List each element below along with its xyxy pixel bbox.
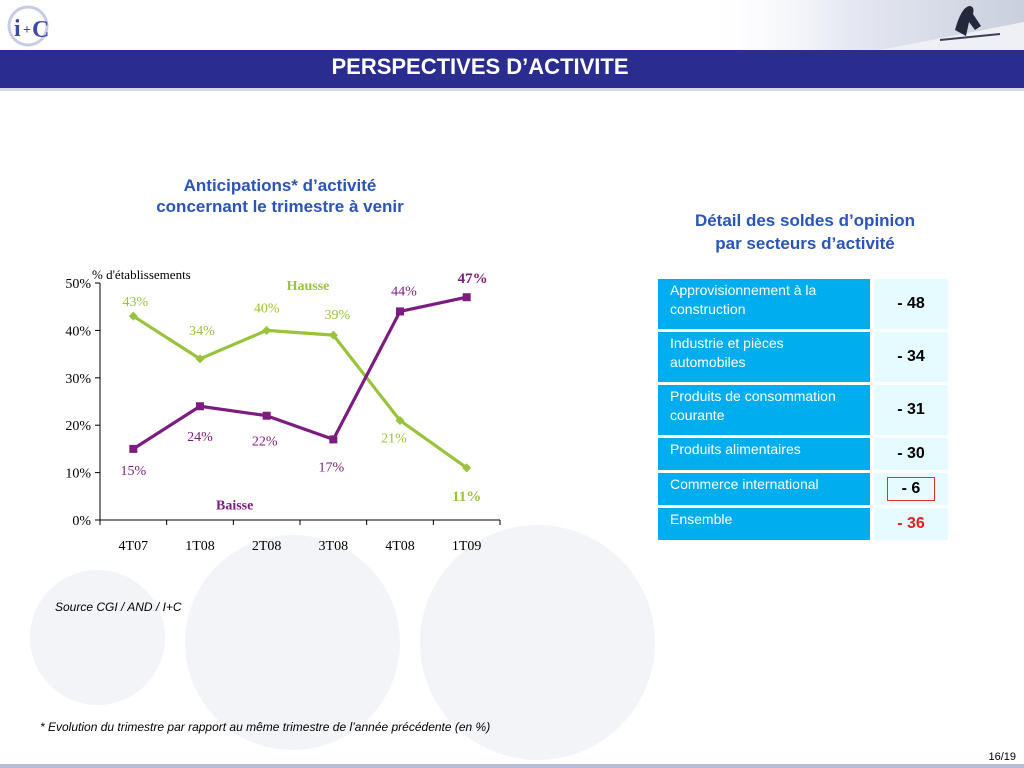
background-circle [420,525,655,760]
sector-balance-table: Approvisionnement à la construction - 48… [658,276,948,543]
data-label: 40% [254,301,280,316]
sector-label: Produits de consommation courante [658,385,874,435]
data-label: 11% [452,489,481,505]
logo-icon: i + C [7,5,49,47]
chart-title-line-2: concernant le trimestre à venir [156,197,404,216]
sector-value: - 36 [874,508,948,540]
sector-value-text: - 6 [886,477,936,501]
data-point [328,330,338,340]
sector-value-text: - 34 [897,348,925,365]
data-point [462,293,471,302]
x-tick-label: 1T08 [185,539,215,554]
sector-value-text: - 30 [897,445,925,462]
sector-label: Ensemble [658,508,874,540]
data-point [329,435,338,444]
data-label: 44% [391,284,417,299]
table-title: Détail des soldes d’opinion par secteurs… [650,209,960,255]
sector-value: - 48 [874,279,948,329]
data-label: 21% [381,431,407,446]
x-tick-label: 1T09 [452,539,482,554]
y-axis-label: % d'établissements [92,267,191,282]
skier-photo [700,0,1024,50]
data-point [129,444,138,453]
background-circle [30,570,165,705]
data-point [395,415,405,425]
data-point [262,411,271,420]
sector-value: - 30 [874,438,948,470]
y-tick-label: 50% [65,277,91,292]
sector-label: Approvisionnement à la construction [658,279,874,329]
sector-label: Produits alimentaires [658,438,874,470]
data-point [196,402,204,411]
x-tick-label: 2T08 [252,539,282,554]
title-bar [0,50,1024,91]
sector-value: - 34 [874,332,948,382]
sector-value: - 31 [874,385,948,435]
table-row: Produits alimentaires - 30 [658,438,948,470]
data-label: 22% [252,435,278,450]
sector-value-text: - 31 [897,401,925,418]
svg-text:+: + [23,23,31,38]
table-row: Industrie et pièces automobiles - 34 [658,332,948,382]
x-tick-label: 4T07 [119,539,149,554]
sector-value: - 6 [874,473,948,505]
data-label: 43% [122,295,148,310]
series-name: Baisse [216,499,253,514]
line-chart: % d'établissements 0% 10% 20% 30% 40% 50% 4T07… [65,267,501,554]
table-title-line-2: par secteurs d’activité [715,234,895,253]
bottom-bar [0,764,1024,768]
axes: 0% 10% 20% 30% 40% 50% 4T07 1T08 2T08 3T08 4T08 1T0… [65,277,501,554]
sector-label: Industrie et pièces automobiles [658,332,874,382]
plot-area: 43% 34% 40% 39% 21% 11% Hausse 15% 24% 22% 17% 44% 4… [120,271,487,513]
footnote: * Evolution du trimestre par rapport au … [40,720,491,734]
data-label: 24% [187,430,213,445]
sector-label: Commerce international [658,473,874,505]
page-number: 16/19 [988,751,1016,763]
table-row: Commerce international - 6 [658,473,948,505]
svg-text:C: C [32,17,49,43]
data-label: 15% [120,464,146,479]
table-row: Produits de consommation courante - 31 [658,385,948,435]
background-circle [185,535,400,750]
svg-text:i: i [14,16,21,42]
chart-title: Anticipations* d’activité concernant le … [100,175,460,217]
y-tick-label: 10% [65,467,91,482]
source-note: Source CGI / AND / I+C [55,600,182,614]
y-tick-label: 20% [65,419,91,434]
series-line-baisse [132,295,468,451]
data-label: 47% [458,271,488,287]
x-tick-label: 4T08 [385,539,415,554]
x-tick-label: 3T08 [319,539,349,554]
table-row: Approvisionnement à la construction - 48 [658,279,948,329]
sector-value-text: - 36 [897,515,925,532]
chart-title-line-1: Anticipations* d’activité [183,176,377,195]
sector-value-text: - 48 [897,295,925,312]
data-point [128,311,138,321]
slide-title: PERSPECTIVES D’ACTIVITE [331,54,629,79]
data-point [462,463,472,473]
y-tick-label: 40% [65,324,91,339]
data-point [262,325,272,335]
y-tick-label: 0% [72,514,91,529]
y-tick-label: 30% [65,372,91,387]
data-label: 17% [318,460,344,475]
table-title-line-1: Détail des soldes d’opinion [694,211,916,230]
data-label: 39% [324,308,350,323]
series-line-hausse [132,314,468,470]
data-label: 34% [189,324,215,339]
data-point [195,354,205,364]
table-row: Ensemble - 36 [658,508,948,540]
data-point [396,307,404,316]
series-name: Hausse [287,279,330,294]
